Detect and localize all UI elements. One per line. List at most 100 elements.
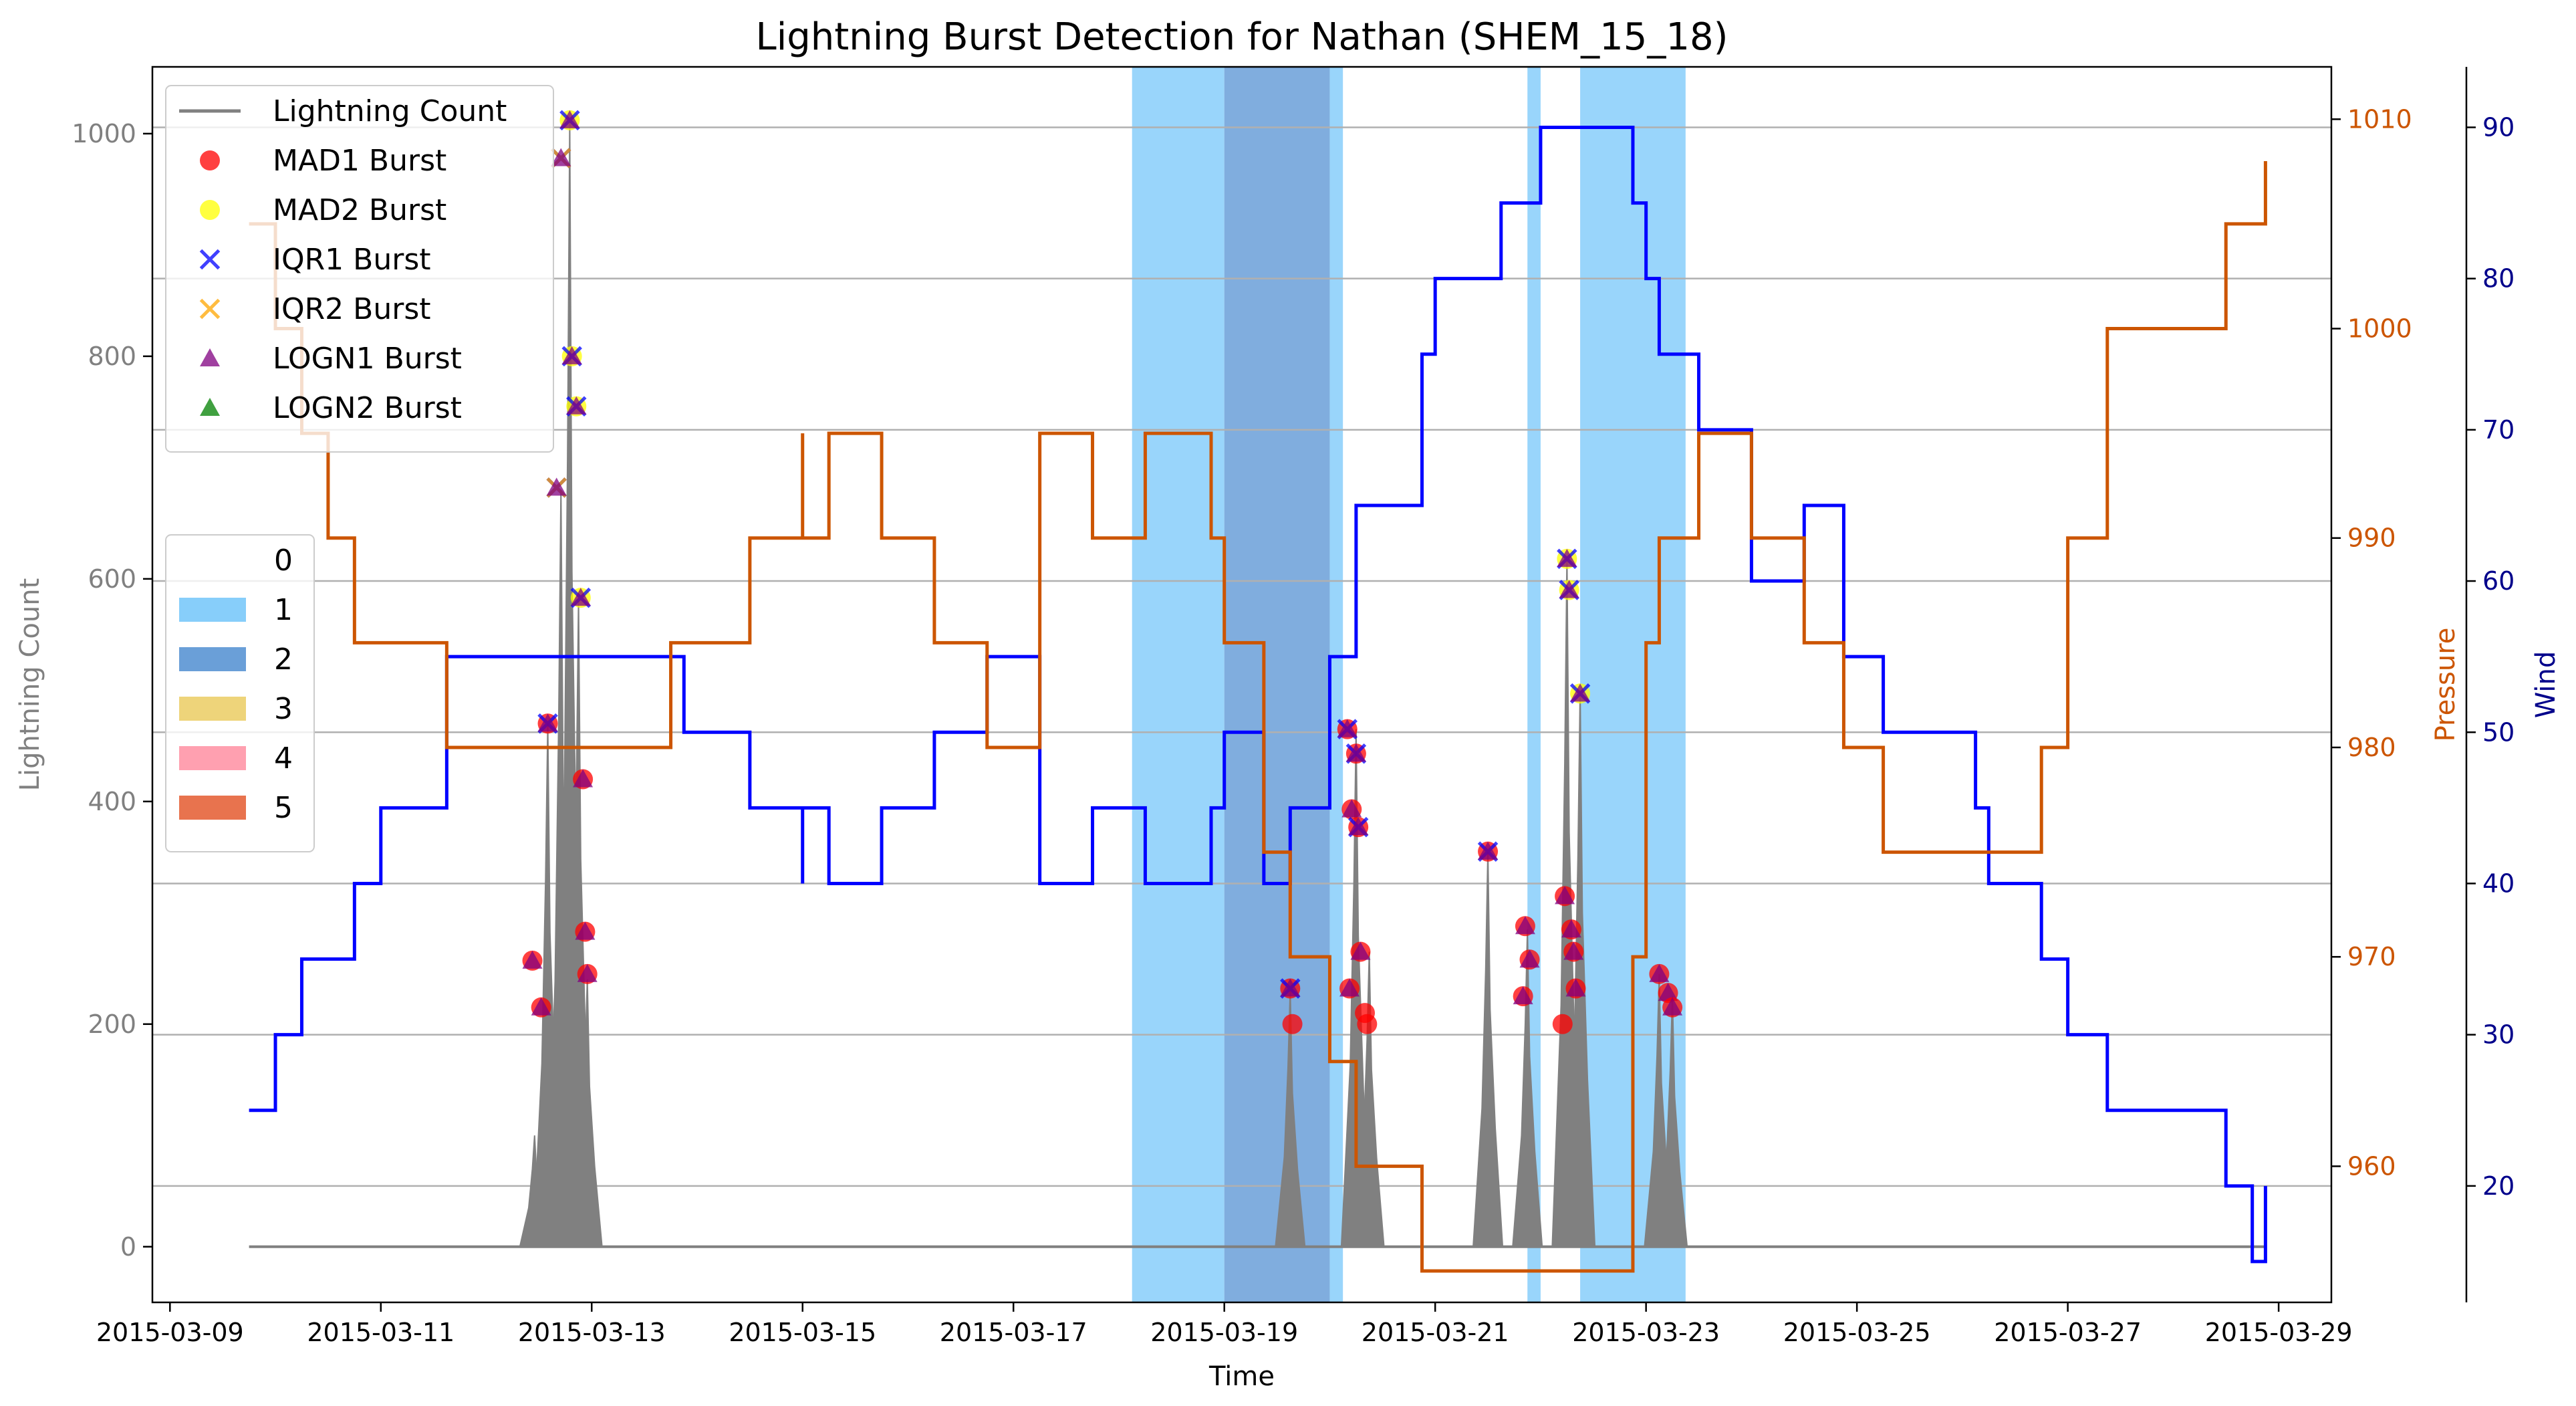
- lightning-count-series: [249, 122, 2266, 1248]
- wind-tick-label-60: 60: [2482, 566, 2515, 596]
- burst-marker-logn1-2: [537, 713, 558, 732]
- burst-marker-logn1-24: [1519, 949, 1540, 968]
- pressure-line: [249, 160, 2267, 1273]
- legend-category-label-5: 5: [274, 791, 293, 825]
- legend-category-label-4: 4: [274, 741, 293, 776]
- pressure-axis-label: Pressure: [2430, 628, 2461, 742]
- burst-marker-logn1-32: [1565, 978, 1586, 997]
- burst-marker-logn1-1: [531, 997, 551, 1016]
- x-tick-label-2015-03-23: 2015-03-23: [1572, 1318, 1720, 1347]
- burst-marker-logn1-7: [566, 396, 587, 415]
- wind-tick-label-70: 70: [2482, 415, 2515, 445]
- legend-label-lightning: Lightning Count: [273, 94, 507, 128]
- lightning-peak-5: [571, 979, 603, 1248]
- x-tick-label-2015-03-09: 2015-03-09: [96, 1318, 244, 1347]
- legend-category-swatch-5: [179, 796, 246, 820]
- burst-marker-logn1-36: [1662, 997, 1683, 1016]
- burst-marker-logn1-19: [1339, 978, 1360, 997]
- pressure-series: [249, 160, 2267, 1273]
- x-tick-label-2015-03-11: 2015-03-11: [307, 1318, 455, 1347]
- legend-category-label-3: 3: [274, 692, 293, 726]
- wind-tick-label-50: 50: [2482, 717, 2515, 747]
- wind-tick-label-40: 40: [2482, 868, 2515, 898]
- legend-category-label-0: 0: [274, 544, 293, 578]
- burst-marker-mad1-21: [1357, 1014, 1378, 1034]
- burst-markers: [522, 110, 1683, 1034]
- burst-marker-logn1-34: [1649, 963, 1670, 982]
- burst-marker-logn1-33: [1570, 683, 1591, 702]
- lightning-count-axis: 0 200 400 600 800 1000: [72, 119, 152, 1262]
- x-tick-label-2015-03-17: 2015-03-17: [940, 1318, 1087, 1347]
- burst-marker-logn1-15: [1341, 799, 1362, 818]
- burst-marker-logn1-5: [559, 110, 580, 128]
- burst-marker-logn1-23: [1515, 916, 1535, 935]
- burst-marker-logn1-22: [1478, 841, 1499, 860]
- pressure-axis: 960 970 980 990 1000 1010: [2331, 104, 2412, 1181]
- left-axis-label: Lightning Count: [15, 578, 45, 792]
- left-tick-label-0: 0: [120, 1232, 136, 1262]
- legend-label-mad1: MAD1 Burst: [273, 144, 446, 178]
- burst-marker-logn1-12: [1280, 978, 1301, 997]
- x-axis: 2015-03-09 2015-03-11 2015-03-13 2015-03-15…: [96, 1302, 2353, 1347]
- left-tick-label-800: 800: [88, 342, 136, 371]
- legend-swatch-iqr2: [199, 298, 221, 320]
- legend-markers-box: [165, 85, 554, 453]
- burst-marker-logn1-31: [1563, 941, 1584, 960]
- burst-marker-logn1-11: [577, 963, 598, 982]
- intensity-spans: [1132, 67, 1686, 1302]
- legend-swatch-mad2: [200, 200, 220, 220]
- legend-swatch-mad1: [200, 150, 220, 170]
- legend-swatch-logn1: [200, 348, 220, 366]
- legend-categories: 0 1 2 3 4 5: [165, 534, 315, 852]
- pressure-tick-label-980: 980: [2347, 733, 2396, 762]
- x-tick-label-2015-03-13: 2015-03-13: [518, 1318, 666, 1347]
- burst-marker-logn1-17: [1348, 817, 1369, 836]
- wind-axis: 20 30 40 50 60 70 80 90: [2465, 67, 2515, 1302]
- wind-tick-label-80: 80: [2482, 264, 2515, 294]
- x-tick-label-2015-03-15: 2015-03-15: [729, 1318, 876, 1347]
- burst-marker-logn1-0: [522, 950, 543, 969]
- x-tick-label-2015-03-19: 2015-03-19: [1150, 1318, 1298, 1347]
- wind-tick-label-90: 90: [2482, 112, 2515, 142]
- burst-marker-logn1-10: [575, 921, 596, 940]
- legend-label-mad2: MAD2 Burst: [273, 193, 446, 227]
- x-tick-label-2015-03-27: 2015-03-27: [1994, 1318, 2142, 1347]
- legend-category-label-2: 2: [274, 642, 293, 677]
- x-tick-label-2015-03-25: 2015-03-25: [1783, 1318, 1931, 1347]
- legend-category-swatch-1: [179, 598, 246, 622]
- lightning-peak-6: [1275, 990, 1306, 1248]
- left-tick-label-1000: 1000: [72, 119, 136, 148]
- x-tick-label-2015-03-29: 2015-03-29: [2205, 1318, 2353, 1347]
- burst-marker-logn1-29: [1559, 580, 1579, 598]
- burst-marker-logn1-28: [1557, 548, 1577, 567]
- burst-marker-logn1-6: [561, 346, 582, 364]
- pressure-tick-label-960: 960: [2347, 1151, 2396, 1181]
- pressure-tick-label-990: 990: [2347, 523, 2396, 553]
- wind-tick-label-30: 30: [2482, 1020, 2515, 1050]
- burst-marker-logn1-8: [570, 588, 591, 606]
- burst-marker-logn1-3: [546, 477, 567, 496]
- intensity-span-1: [1224, 67, 1330, 1302]
- pressure-tick-label-970: 970: [2347, 942, 2396, 971]
- burst-marker-logn1-35: [1658, 983, 1678, 1002]
- burst-marker-logn1-30: [1561, 919, 1581, 938]
- intensity-span-2: [1329, 67, 1343, 1302]
- x-axis-label: Time: [1208, 1361, 1275, 1392]
- legend-category-swatch-2: [179, 647, 246, 671]
- burst-marker-logn1-18: [1350, 941, 1371, 960]
- lightning-peak-12: [1565, 690, 1596, 1248]
- legend-category-label-1: 1: [274, 593, 293, 627]
- legend-label-logn1: LOGN1 Burst: [273, 342, 462, 376]
- legend-swatch-logn2: [200, 398, 220, 416]
- wind-series: [249, 125, 2267, 1264]
- legend-markers: Lightning Count MAD1 Burst MAD2 Burst IQR1 …: [165, 85, 554, 453]
- x-tick-label-2015-03-21: 2015-03-21: [1362, 1318, 1509, 1347]
- legend-category-swatch-0: [179, 548, 246, 572]
- left-tick-label-600: 600: [88, 564, 136, 594]
- legend-label-logn2: LOGN2 Burst: [273, 391, 462, 425]
- pressure-tick-label-1000: 1000: [2347, 314, 2412, 344]
- legend-label-iqr2: IQR2 Burst: [273, 292, 431, 326]
- legend-category-swatch-3: [179, 697, 246, 721]
- burst-marker-logn1-27: [1555, 886, 1575, 905]
- legend-category-swatch-4: [179, 746, 246, 770]
